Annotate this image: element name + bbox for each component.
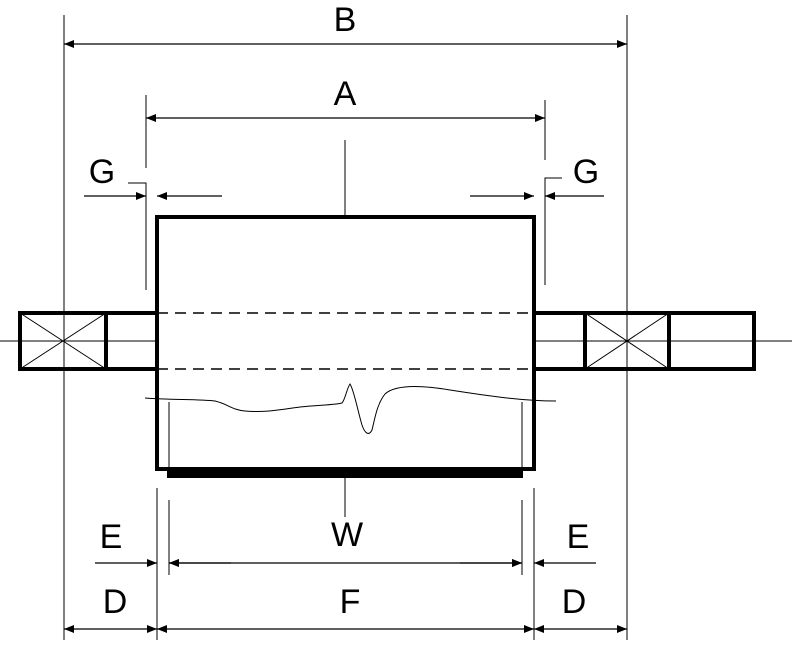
right-bearing-cross-b xyxy=(584,312,670,370)
g-gap-bracket-right xyxy=(544,177,562,285)
roller-body xyxy=(155,215,536,471)
roller-base-strip xyxy=(167,470,523,478)
label-e-left: E xyxy=(100,518,123,556)
left-bearing-cross-b xyxy=(19,312,107,370)
label-d-right: D xyxy=(562,583,587,621)
label-a: A xyxy=(334,75,357,113)
label-d-left: D xyxy=(103,583,128,621)
label-g-right: G xyxy=(573,153,599,191)
label-w: W xyxy=(331,516,363,554)
label-f: F xyxy=(340,583,361,621)
profile-curve xyxy=(144,383,557,434)
label-g-left: G xyxy=(89,153,115,191)
label-b: B xyxy=(334,1,357,39)
g-gap-bracket-left xyxy=(128,182,147,290)
label-e-right: E xyxy=(567,518,590,556)
